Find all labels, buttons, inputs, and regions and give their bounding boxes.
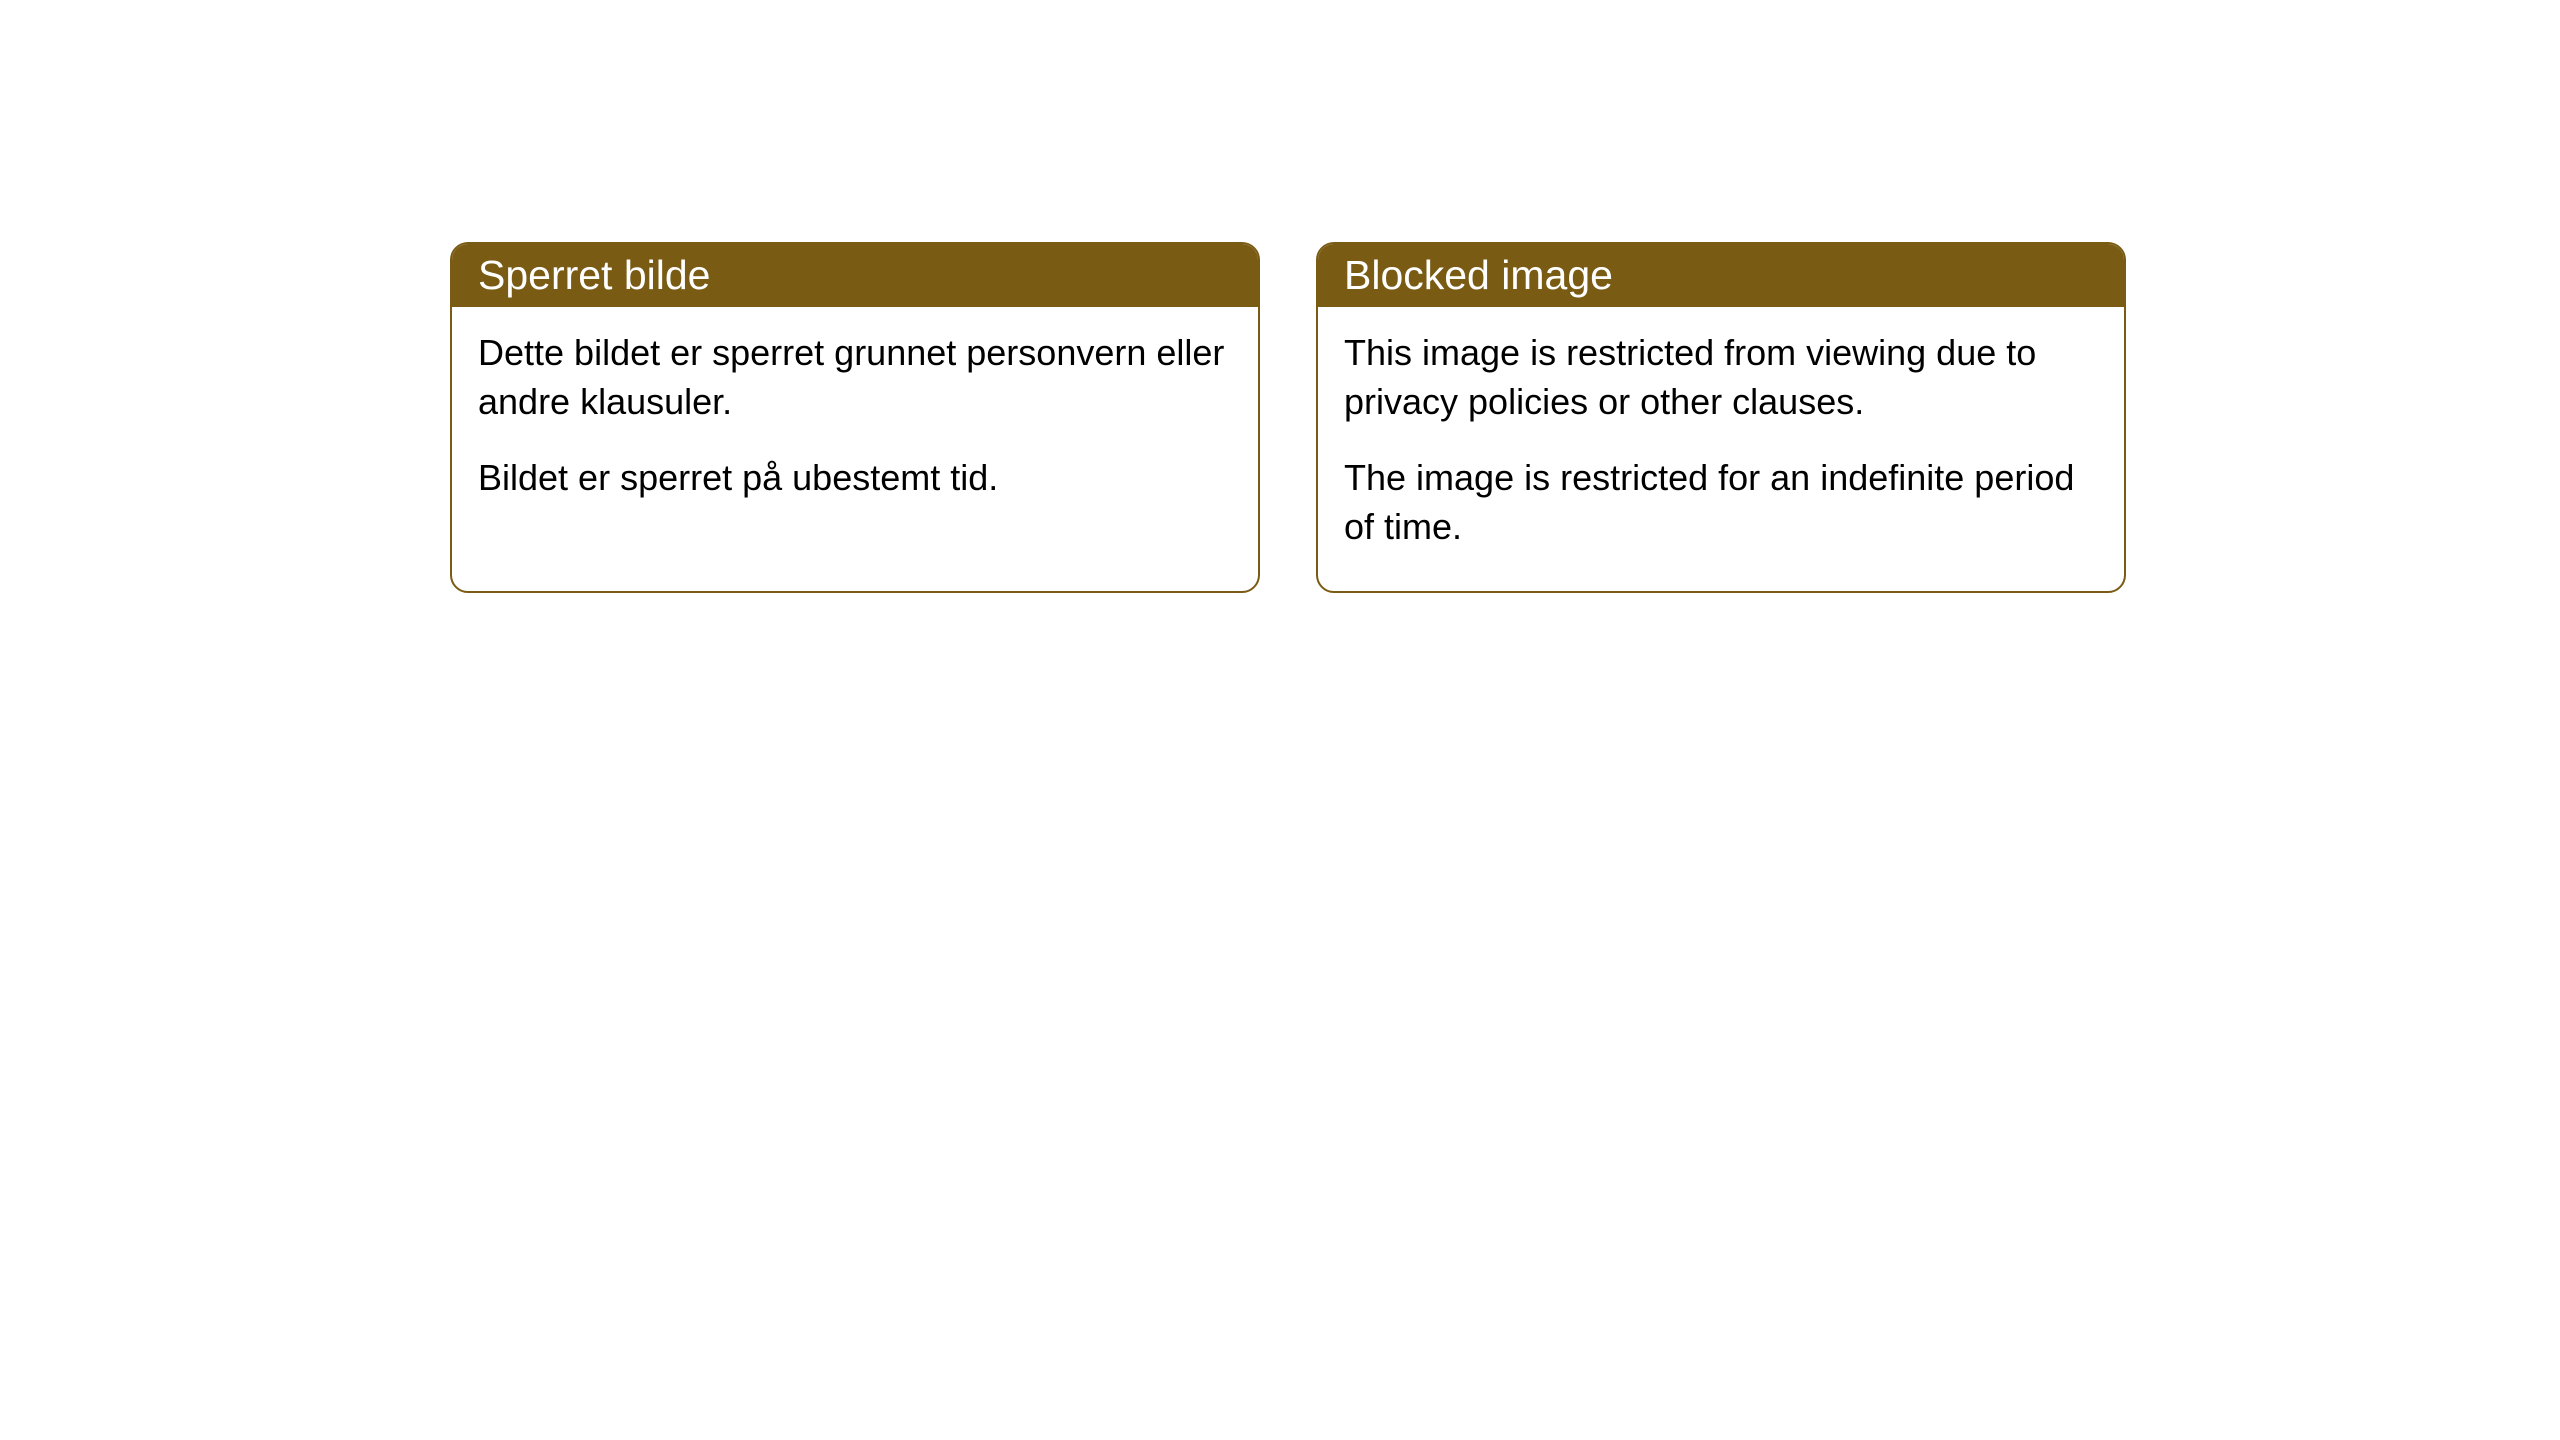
card-header: Blocked image — [1318, 244, 2124, 307]
card-paragraph: Dette bildet er sperret grunnet personve… — [478, 329, 1232, 426]
card-body: This image is restricted from viewing du… — [1318, 307, 2124, 591]
card-paragraph: Bildet er sperret på ubestemt tid. — [478, 454, 1232, 503]
card-paragraph: This image is restricted from viewing du… — [1344, 329, 2098, 426]
card-title: Blocked image — [1344, 252, 1613, 298]
card-header: Sperret bilde — [452, 244, 1258, 307]
notice-cards-container: Sperret bilde Dette bildet er sperret gr… — [450, 242, 2126, 593]
notice-card-norwegian: Sperret bilde Dette bildet er sperret gr… — [450, 242, 1260, 593]
card-paragraph: The image is restricted for an indefinit… — [1344, 454, 2098, 551]
card-title: Sperret bilde — [478, 252, 710, 298]
notice-card-english: Blocked image This image is restricted f… — [1316, 242, 2126, 593]
card-body: Dette bildet er sperret grunnet personve… — [452, 307, 1258, 543]
